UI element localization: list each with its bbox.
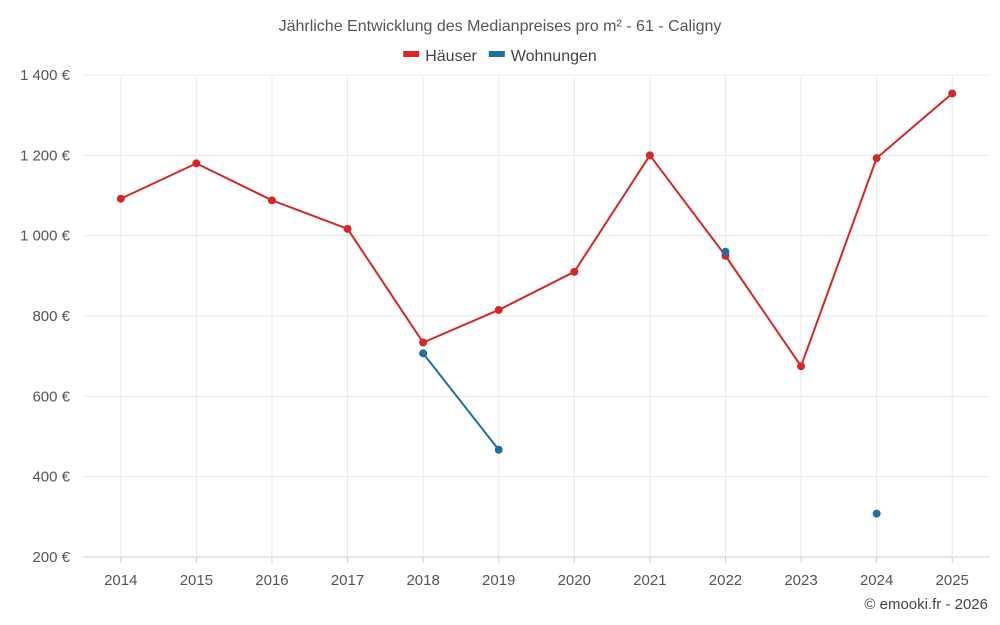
y-tick-label: 800 € (32, 308, 70, 325)
series-line-haeuser (573, 154, 651, 273)
data-point-wohnungen (872, 509, 881, 518)
legend-item-haeuser[interactable]: Häuser (403, 48, 477, 65)
data-point-haeuser (192, 159, 201, 168)
x-tick-label: 2019 (482, 572, 515, 589)
data-point-haeuser (797, 362, 806, 371)
series-line-haeuser (800, 157, 878, 368)
legend-item-wohnungen[interactable]: Wohnungen (488, 48, 597, 65)
y-tick-label: 1 200 € (20, 147, 71, 164)
x-axis-labels: 2014 2015 2016 2017 2018 2019 2020 2021 2022 2023… (104, 572, 969, 589)
credit-text: © emooki.fr - 2026 (864, 596, 988, 613)
x-tick-label: 2014 (104, 572, 137, 589)
legend-swatch (403, 51, 420, 57)
x-tick-label: 2023 (784, 572, 817, 589)
legend-swatch (488, 51, 505, 57)
legend-label: Häuser (425, 48, 477, 65)
y-tick-label: 1 000 € (20, 228, 71, 245)
x-tick-label: 2015 (180, 572, 213, 589)
y-tick-label: 200 € (32, 549, 70, 566)
data-point-wohnungen (419, 349, 428, 358)
x-tick-label: 2021 (633, 572, 666, 589)
series-line-haeuser (422, 308, 500, 344)
series-line-haeuser (119, 162, 198, 200)
legend: Häuser Wohnungen (403, 48, 597, 65)
x-tick-label: 2016 (255, 572, 288, 589)
x-tick-label: 2017 (331, 572, 364, 589)
y-tick-label: 600 € (32, 388, 70, 405)
series-line-haeuser (195, 162, 273, 202)
x-tick-label: 2018 (406, 572, 439, 589)
series-line-haeuser (875, 92, 954, 160)
series-points (116, 89, 957, 518)
series-line-haeuser (270, 199, 349, 230)
y-tick-label: 1 400 € (20, 67, 71, 84)
series-lines (119, 92, 954, 451)
data-point-haeuser (948, 89, 957, 98)
data-point-haeuser (343, 224, 352, 233)
y-tick-label: 400 € (32, 469, 70, 486)
chart-title: Jährliche Entwicklung des Medianpreises … (279, 18, 722, 35)
data-point-haeuser (872, 154, 881, 163)
data-point-haeuser (570, 267, 579, 276)
x-tick-label: 2024 (860, 572, 893, 589)
series-line-haeuser (346, 227, 425, 344)
series-line-haeuser (497, 270, 576, 311)
data-point-haeuser (645, 151, 654, 160)
legend-label: Wohnungen (511, 48, 597, 65)
data-point-haeuser (419, 338, 428, 347)
y-axis-labels: 200 € 400 € 600 € 800 € 1 000 € 1 200 € 1 400 … (20, 67, 71, 566)
data-point-haeuser (267, 196, 276, 205)
data-point-haeuser (494, 305, 503, 314)
data-point-wohnungen (721, 247, 730, 256)
x-tick-label: 2022 (709, 572, 742, 589)
x-tick-label: 2020 (558, 572, 591, 589)
grid (83, 74, 990, 563)
series-line-wohnungen (422, 352, 500, 451)
series-line-haeuser (724, 254, 803, 368)
data-point-haeuser (116, 194, 125, 203)
x-tick-label: 2025 (936, 572, 969, 589)
series-line-haeuser (648, 154, 727, 257)
data-point-wohnungen (494, 445, 503, 454)
